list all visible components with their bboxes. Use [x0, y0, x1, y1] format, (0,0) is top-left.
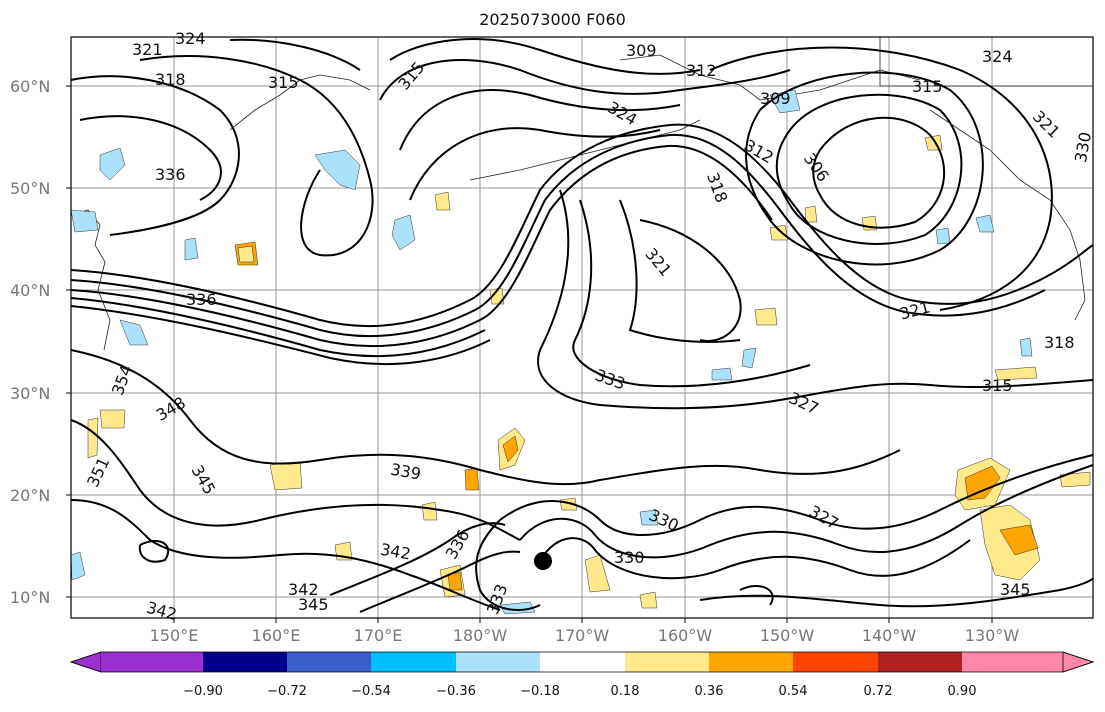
- contour-label: 342: [379, 540, 412, 564]
- contour-label: 318: [155, 70, 186, 89]
- contour-label: 318: [703, 170, 731, 205]
- map-gridlines: [71, 37, 1093, 618]
- cyclone-marker-dot: [534, 552, 552, 570]
- theta-contours: [70, 38, 1094, 613]
- lon-label-150e: 150°E: [149, 626, 199, 645]
- colorbar-segment: [878, 652, 962, 672]
- anomaly-shading: [70, 89, 1091, 615]
- colorbar-tick-label: −0.72: [267, 684, 307, 699]
- lon-label-170w: 170°W: [554, 626, 610, 645]
- colorbar-segment: [456, 652, 540, 672]
- colorbar-extend-min: [69, 651, 102, 673]
- lon-label-140w: 140°W: [861, 626, 917, 645]
- contour-label: 345: [298, 595, 329, 614]
- lat-label-20n: 20°N: [10, 486, 51, 505]
- lat-label-60n: 60°N: [10, 77, 51, 96]
- contour-label: 354: [108, 363, 136, 398]
- colorbar-tick-label: 0.18: [610, 684, 640, 699]
- lon-label-170e: 170°E: [353, 626, 403, 645]
- contour-label: 315: [394, 58, 428, 94]
- contour-label: 330: [614, 548, 645, 567]
- lat-label-30n: 30°N: [10, 384, 51, 403]
- lat-label-50n: 50°N: [10, 179, 51, 198]
- contour-label: 330: [646, 505, 682, 535]
- contour-label: 336: [186, 290, 217, 309]
- lon-label-160w: 160°W: [657, 626, 713, 645]
- colorbar-tick-label: 0.72: [863, 684, 893, 699]
- colorbar-extend-max: [1062, 651, 1095, 673]
- map-title: 2025073000 F060: [479, 10, 626, 29]
- lon-label-130w: 130°W: [964, 626, 1020, 645]
- colorbar-tick-label: −0.90: [183, 684, 223, 699]
- colorbar-segment: [287, 652, 371, 672]
- contour-label: 324: [604, 98, 640, 130]
- contour-label: 318: [1044, 333, 1075, 352]
- lon-label-150w: 150°W: [759, 626, 815, 645]
- lon-label-160e: 160°E: [251, 626, 301, 645]
- contour-label: 309: [626, 41, 657, 60]
- colorbar-segment: [371, 652, 456, 672]
- lat-label-10n: 10°N: [10, 588, 51, 607]
- contour-label: 351: [83, 454, 113, 490]
- contour-label: 348: [153, 393, 189, 425]
- colorbar-tick-label: −0.54: [351, 684, 391, 699]
- contour-label: 324: [175, 29, 206, 48]
- contour-label: 336: [155, 165, 186, 184]
- contour-label: 339: [389, 460, 422, 484]
- colorbar-tick-label: −0.18: [520, 684, 560, 699]
- contour-label: 321: [898, 297, 932, 323]
- contour-label: 309: [760, 89, 791, 108]
- contour-label: 345: [1000, 580, 1031, 599]
- contour-label: 345: [188, 462, 220, 498]
- contour-label: 315: [982, 376, 1013, 395]
- contour-label: 321: [132, 40, 163, 59]
- colorbar-segment: [540, 652, 625, 672]
- lon-label-180w: 180°W: [452, 626, 508, 645]
- colorbar-segment: [709, 652, 793, 672]
- colorbar-outline: [69, 651, 1095, 673]
- contour-label: 321: [1029, 107, 1064, 142]
- colorbar-segment: [625, 652, 709, 672]
- colorbar-segment: [962, 652, 1063, 672]
- contour-label: 336: [442, 526, 474, 562]
- contour-label: 321: [641, 244, 675, 280]
- colorbar-segment: [793, 652, 878, 672]
- contour-label: 342: [288, 580, 319, 599]
- contour-label: 315: [912, 77, 943, 96]
- colorbar-tick-label: −0.36: [436, 684, 476, 699]
- contour-label: 306: [800, 149, 833, 185]
- colorbar: [69, 651, 1095, 673]
- colorbar-segment: [101, 652, 203, 672]
- contour-label: 333: [593, 365, 628, 393]
- contour-label: 324: [982, 47, 1013, 66]
- contour-label: 327: [806, 501, 842, 533]
- axis-ticks: [66, 85, 993, 623]
- contour-label: 312: [686, 61, 717, 80]
- colorbar-segment: [203, 652, 287, 672]
- colorbar-tick-label: 0.36: [694, 684, 724, 699]
- colorbar-tick-label: 0.90: [947, 684, 977, 699]
- lat-label-40n: 40°N: [10, 281, 51, 300]
- colorbar-tick-label: 0.54: [778, 684, 808, 699]
- contour-label: 315: [268, 73, 299, 92]
- contour-label: 330: [1071, 131, 1095, 164]
